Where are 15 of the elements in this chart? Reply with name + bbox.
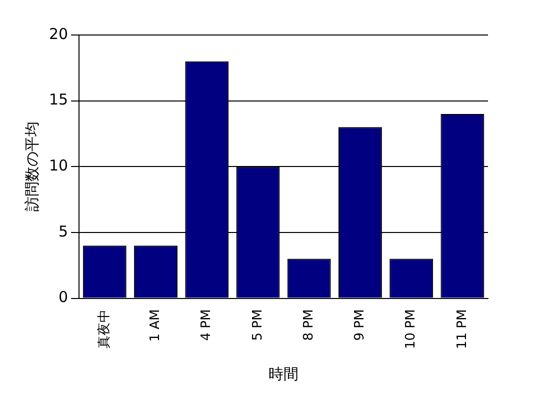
x-tick-label: 11 PM: [454, 309, 470, 350]
x-tick-label: 4 PM: [199, 309, 214, 341]
y-tick-label: 0: [58, 288, 68, 306]
x-tick-label: 9 PM: [352, 309, 368, 341]
x-tick-label: 5 PM: [250, 309, 266, 341]
y-tick-label: 10: [48, 156, 68, 175]
y-tick-label: 5: [58, 222, 68, 240]
x-axis-title: 時間: [268, 364, 299, 383]
y-tick-label: 20: [48, 24, 68, 43]
x-tick-label: 1 AM: [148, 309, 164, 342]
y-tick-label: 15: [48, 90, 68, 109]
y-axis-title: 訪問数の平均: [22, 122, 41, 212]
x-tick-label: 8 PM: [301, 309, 316, 341]
x-tick-label: 10 PM: [404, 309, 419, 350]
x-tick-label: 真夜中: [96, 309, 112, 348]
